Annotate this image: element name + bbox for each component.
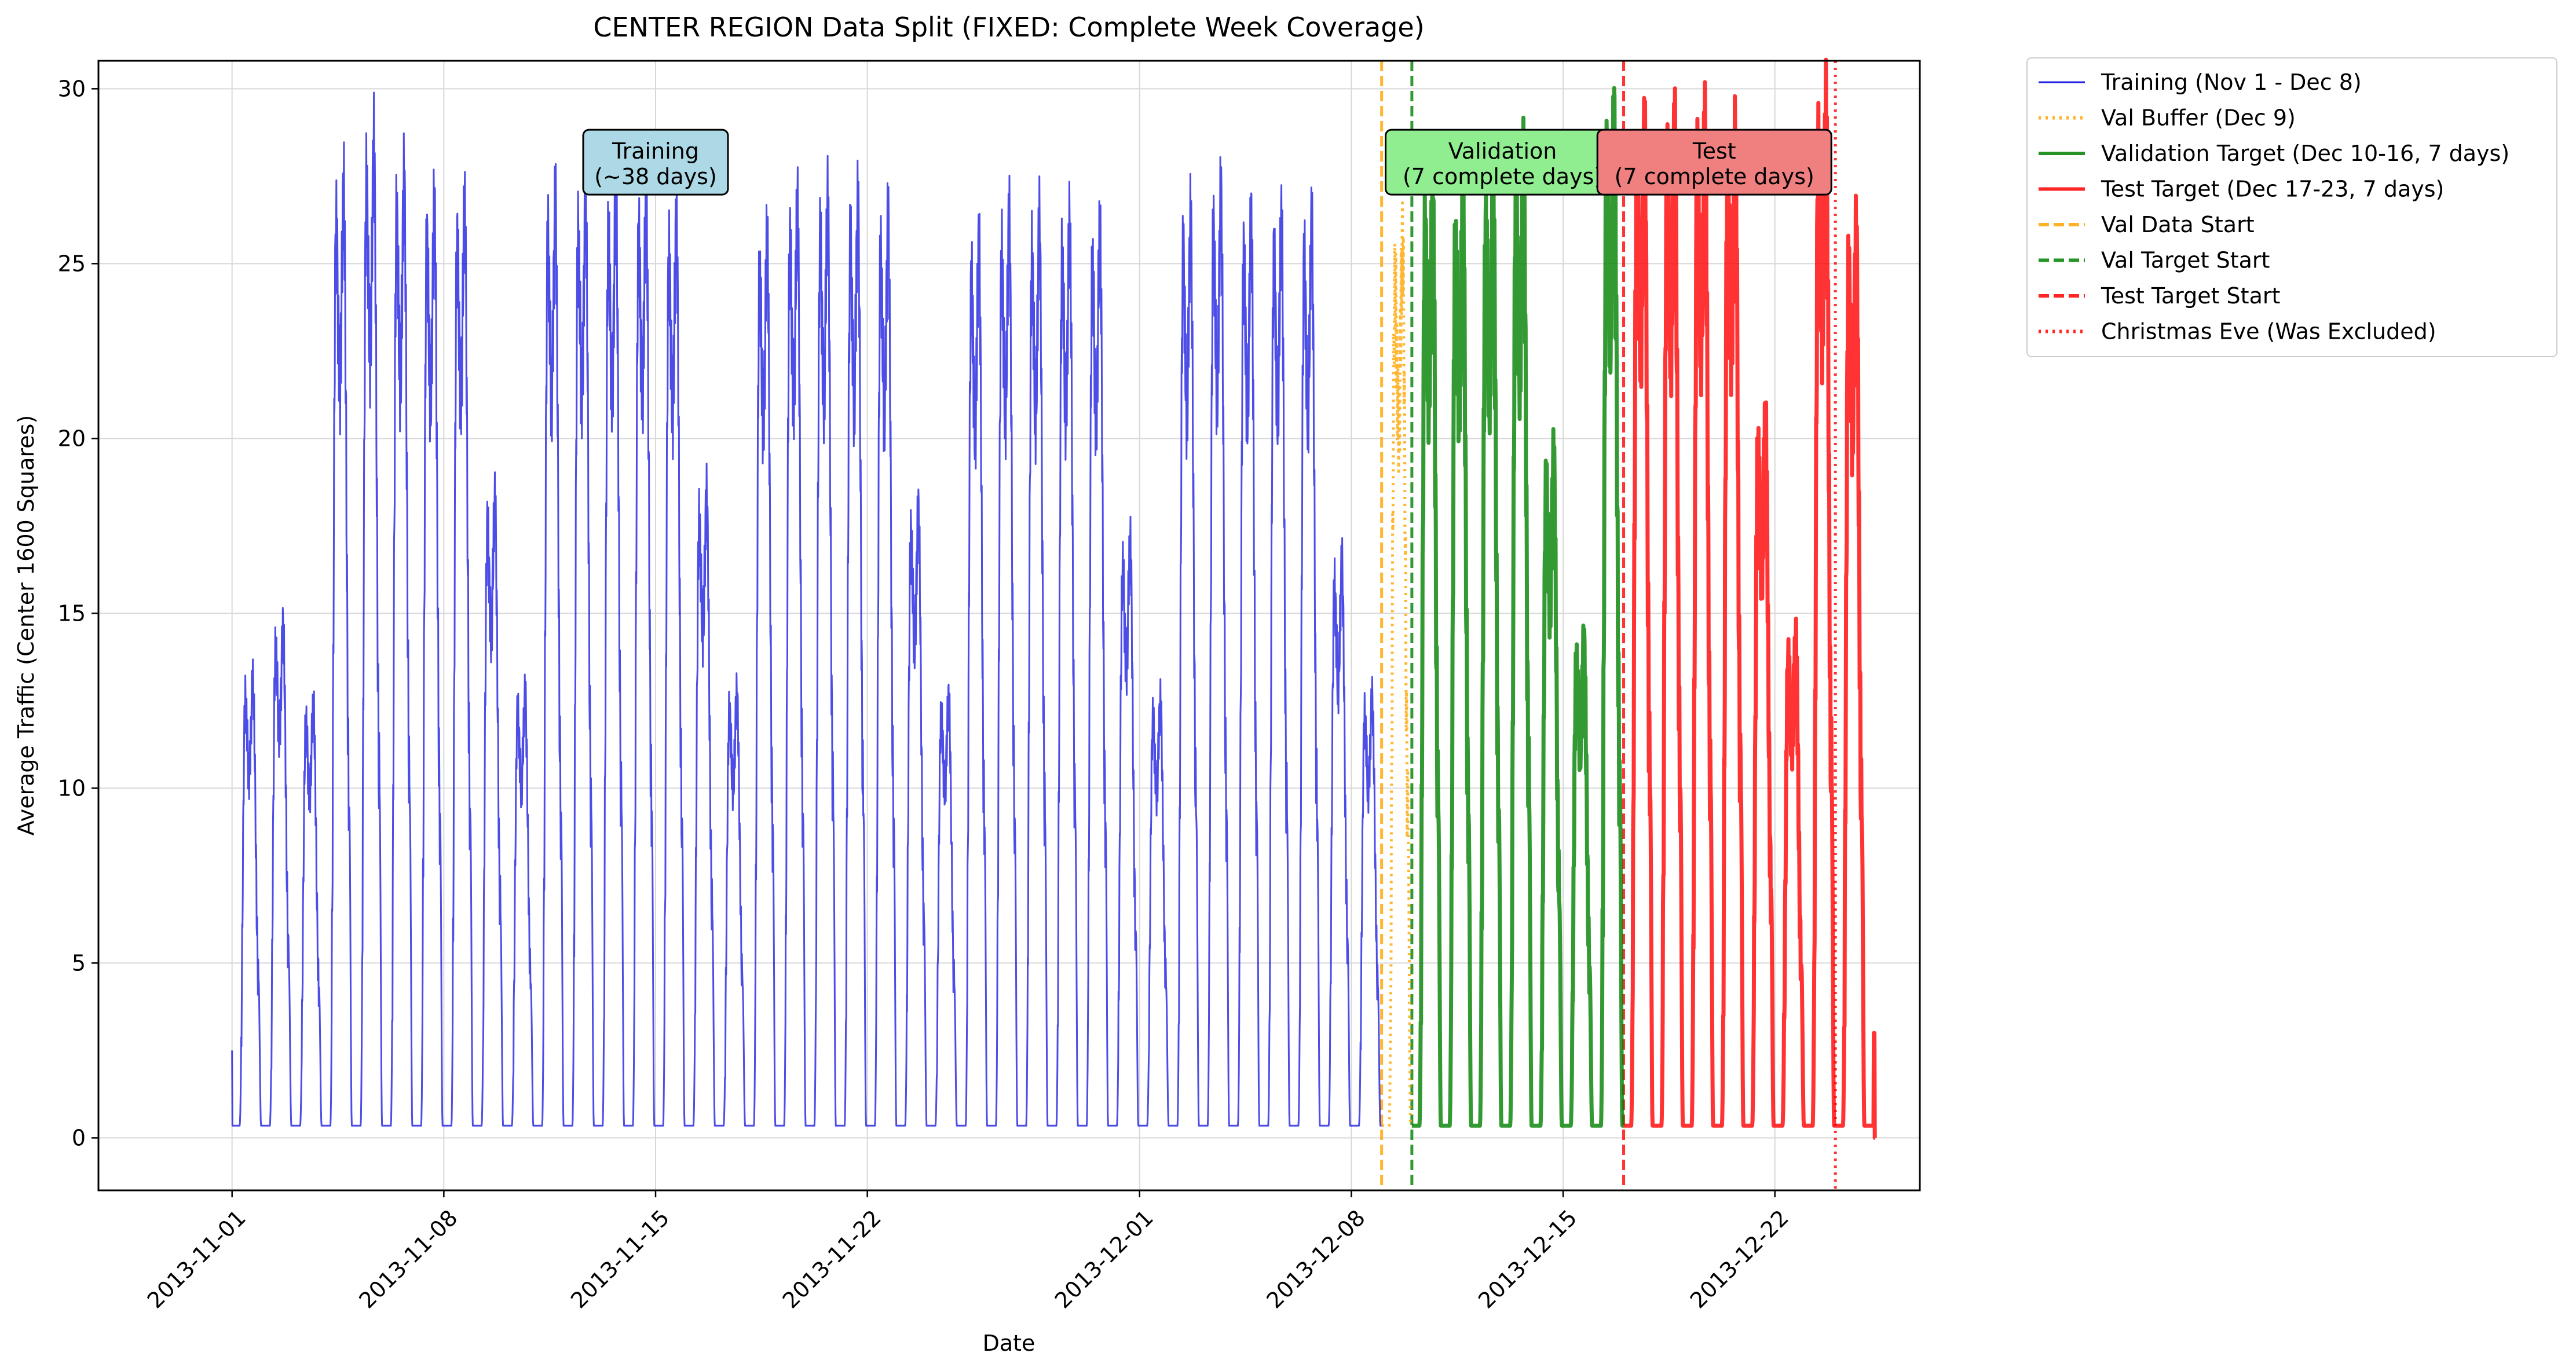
legend-label: Test Target (Dec 17-23, 7 days) [2101, 177, 2444, 202]
x-axis-label: Date [983, 1330, 1035, 1356]
grid [98, 61, 1920, 1190]
annotation-text: (7 complete days) [1403, 164, 1602, 189]
annotations: Training(~38 days)Validation(7 complete … [582, 129, 1832, 196]
annotation-text: Test [1692, 138, 1736, 164]
annotation-box [582, 129, 729, 196]
legend-label: Christmas Eve (Was Excluded) [2101, 319, 2436, 344]
y-tick-label: 5 [72, 950, 86, 976]
y-axis-label: Average Traffic (Center 1600 Squares) [13, 415, 39, 835]
chart-title: CENTER REGION Data Split (FIXED: Complet… [593, 12, 1424, 43]
series-line [1622, 57, 1877, 1140]
annotation-text: (7 complete days) [1615, 164, 1814, 189]
legend: Training (Nov 1 - Dec 8) Val Buffer (Dec … [2026, 57, 2557, 357]
legend-label: Val Data Start [2101, 212, 2255, 237]
legend-label: Val Target Start [2101, 248, 2270, 273]
y-tick-label: 10 [58, 775, 86, 801]
annotation-text: Validation [1448, 138, 1557, 164]
reference-lines [1380, 61, 1837, 1190]
series-lines [231, 57, 1877, 1140]
y-tick-label: 0 [72, 1125, 86, 1150]
legend-label: Validation Target (Dec 10-16, 7 days) [2101, 141, 2509, 166]
legend-label: Training (Nov 1 - Dec 8) [2101, 69, 2362, 95]
y-tick-label: 20 [58, 426, 86, 451]
legend-label: Test Target Start [2101, 283, 2280, 309]
series-line [231, 91, 1382, 1127]
y-tick-label: 25 [58, 251, 86, 276]
annotation-text: Training [612, 138, 699, 164]
annotation-box [1596, 129, 1832, 196]
legend-label: Val Buffer (Dec 9) [2101, 105, 2296, 131]
legend-frame [2026, 57, 2557, 357]
series-line [1380, 201, 1413, 1127]
y-tick-label: 30 [58, 76, 86, 101]
plot-frame [97, 60, 1921, 1192]
series-line [1410, 86, 1626, 1128]
y-tick-label: 15 [58, 600, 86, 626]
annotation-text: (~38 days) [594, 164, 717, 189]
